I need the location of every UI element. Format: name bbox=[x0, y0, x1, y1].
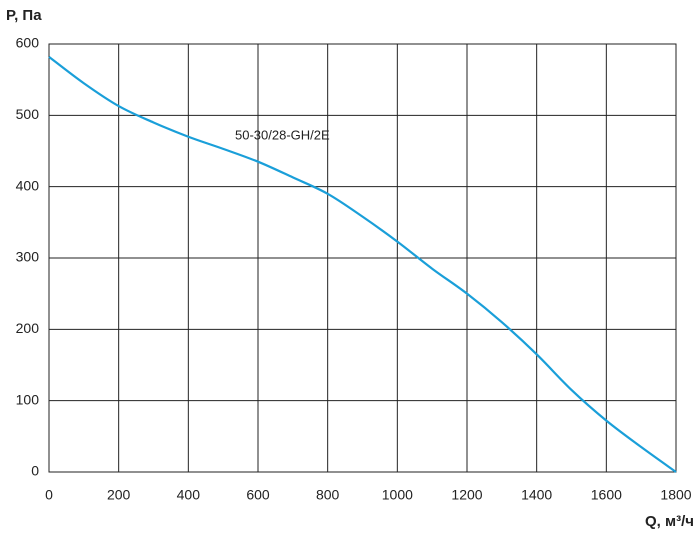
x-tick-label: 200 bbox=[107, 487, 131, 503]
y-tick-label: 600 bbox=[16, 35, 40, 51]
x-tick-label: 1000 bbox=[382, 487, 413, 503]
x-tick-label: 1600 bbox=[591, 487, 622, 503]
x-tick-label: 1800 bbox=[660, 487, 691, 503]
x-tick-label: 800 bbox=[316, 487, 340, 503]
data-line bbox=[48, 55, 677, 473]
x-tick-label: 600 bbox=[246, 487, 270, 503]
annotation: 50-30/28-GH/2E bbox=[235, 127, 330, 142]
y-tick-label: 100 bbox=[16, 391, 40, 407]
y-tick-label: 400 bbox=[16, 177, 40, 193]
x-tick-label: 0 bbox=[45, 487, 53, 503]
y-tick-label: 500 bbox=[16, 106, 40, 122]
x-tick-label: 1200 bbox=[451, 487, 482, 503]
y-axis-label: P, Па bbox=[6, 7, 42, 24]
x-tick-label: 1400 bbox=[521, 487, 552, 503]
y-tick-label: 200 bbox=[16, 320, 40, 336]
y-tick-label: 0 bbox=[31, 463, 39, 479]
y-tick-label: 300 bbox=[16, 249, 40, 265]
x-tick-label: 400 bbox=[177, 487, 201, 503]
x-axis-label: Q, м³/ч bbox=[645, 513, 694, 530]
